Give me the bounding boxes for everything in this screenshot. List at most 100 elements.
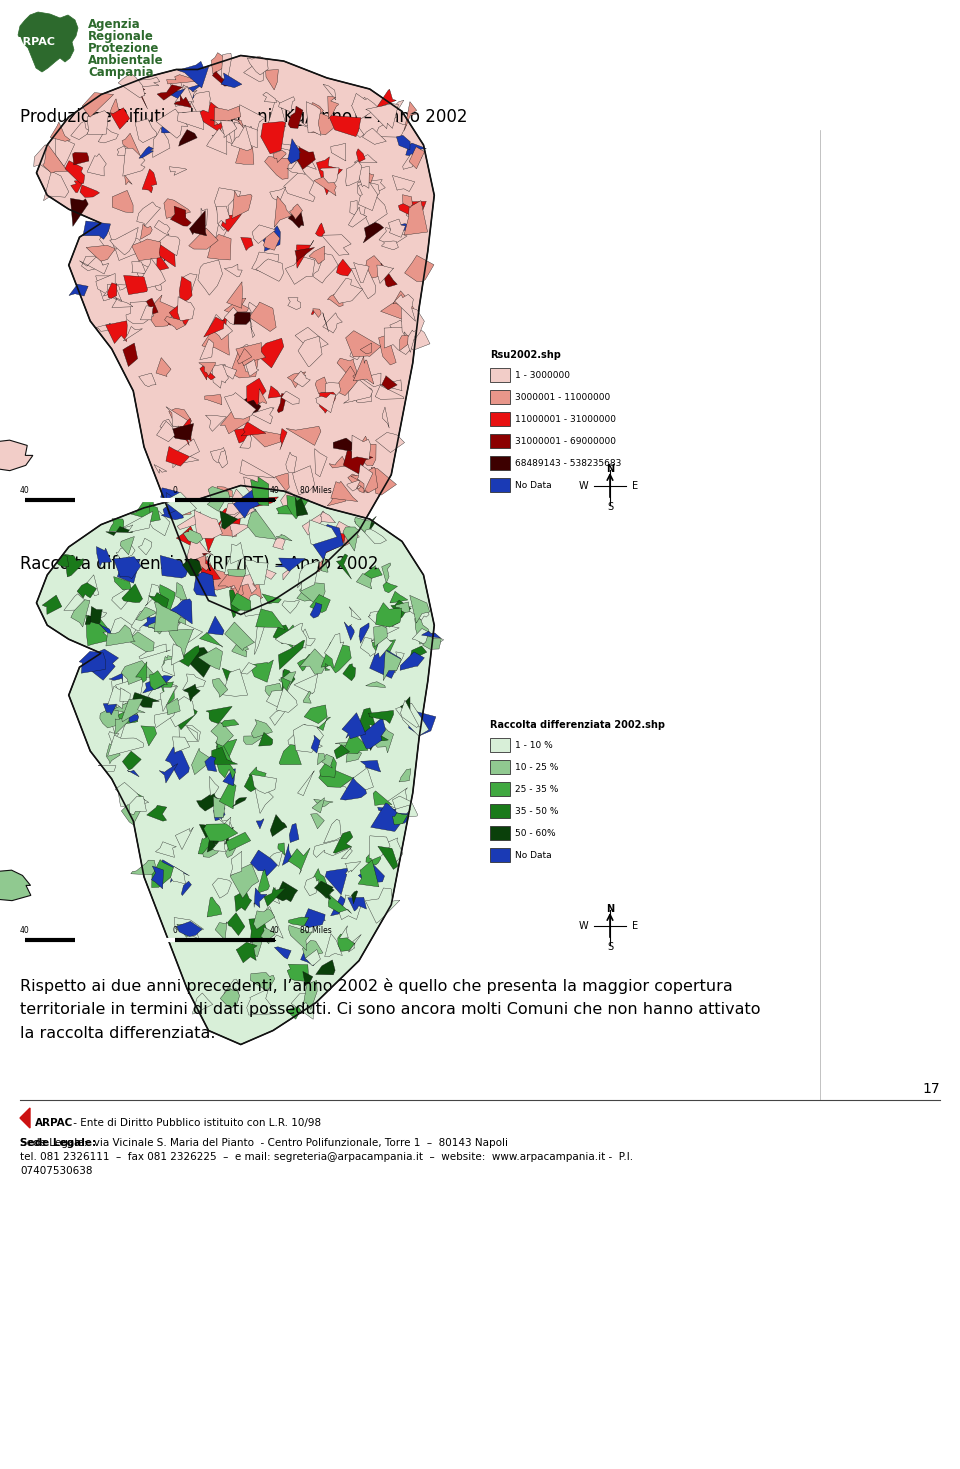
Polygon shape — [183, 529, 203, 544]
Polygon shape — [55, 135, 75, 166]
Text: 0: 0 — [173, 486, 178, 495]
Polygon shape — [343, 745, 362, 762]
Text: territoriale in termini di dati posseduti. Ci sono ancora molti Comuni che non h: territoriale in termini di dati possedut… — [20, 1002, 760, 1017]
Polygon shape — [248, 303, 276, 332]
Polygon shape — [115, 717, 130, 734]
Polygon shape — [288, 848, 310, 874]
Polygon shape — [167, 696, 195, 727]
Polygon shape — [288, 724, 323, 748]
Polygon shape — [159, 764, 178, 783]
Polygon shape — [160, 682, 175, 704]
Polygon shape — [227, 282, 243, 308]
Polygon shape — [378, 335, 396, 364]
Polygon shape — [214, 805, 226, 821]
Polygon shape — [178, 297, 194, 320]
Polygon shape — [36, 56, 434, 614]
Polygon shape — [221, 73, 242, 88]
Polygon shape — [333, 831, 352, 853]
Polygon shape — [241, 422, 266, 436]
Polygon shape — [310, 602, 322, 618]
Polygon shape — [379, 228, 407, 245]
Polygon shape — [124, 275, 148, 295]
Polygon shape — [182, 674, 205, 689]
Polygon shape — [224, 980, 239, 999]
Polygon shape — [182, 558, 202, 576]
Polygon shape — [385, 100, 404, 115]
Polygon shape — [302, 980, 317, 1009]
Polygon shape — [330, 896, 350, 915]
Polygon shape — [69, 284, 88, 297]
Polygon shape — [225, 298, 249, 313]
Polygon shape — [282, 843, 294, 865]
Polygon shape — [268, 100, 286, 126]
Polygon shape — [422, 635, 442, 649]
Polygon shape — [329, 457, 347, 469]
Polygon shape — [260, 482, 268, 499]
Polygon shape — [309, 520, 337, 545]
Polygon shape — [230, 351, 258, 378]
Polygon shape — [235, 141, 253, 165]
Polygon shape — [396, 602, 410, 613]
Text: 68489143 - 538235683: 68489143 - 538235683 — [515, 458, 621, 467]
Polygon shape — [0, 441, 33, 470]
Polygon shape — [391, 601, 411, 618]
Polygon shape — [409, 646, 427, 661]
Polygon shape — [325, 664, 330, 670]
Text: 17: 17 — [923, 1083, 940, 1096]
Text: 40: 40 — [270, 486, 280, 495]
Polygon shape — [206, 707, 232, 724]
Text: 35 - 50 %: 35 - 50 % — [515, 806, 559, 815]
Polygon shape — [353, 263, 370, 282]
Polygon shape — [98, 765, 116, 771]
Polygon shape — [174, 95, 192, 107]
Polygon shape — [98, 623, 111, 636]
Polygon shape — [195, 103, 228, 132]
Polygon shape — [380, 298, 417, 319]
Polygon shape — [153, 128, 170, 157]
Polygon shape — [297, 588, 315, 601]
Polygon shape — [109, 228, 138, 254]
Polygon shape — [319, 767, 353, 787]
Polygon shape — [360, 717, 386, 749]
Polygon shape — [315, 448, 327, 477]
Polygon shape — [251, 851, 278, 877]
Polygon shape — [297, 629, 316, 646]
Polygon shape — [276, 687, 298, 712]
Polygon shape — [333, 278, 363, 304]
Polygon shape — [80, 257, 108, 275]
Polygon shape — [289, 925, 312, 950]
Polygon shape — [96, 546, 111, 567]
Polygon shape — [186, 726, 198, 740]
Polygon shape — [276, 558, 305, 571]
Polygon shape — [227, 833, 251, 851]
Polygon shape — [181, 881, 191, 896]
Polygon shape — [107, 743, 120, 764]
Polygon shape — [170, 206, 191, 226]
Polygon shape — [374, 734, 389, 740]
Polygon shape — [298, 654, 311, 671]
Polygon shape — [287, 495, 309, 519]
Text: 11000001 - 31000000: 11000001 - 31000000 — [515, 414, 616, 423]
Polygon shape — [373, 790, 392, 805]
Polygon shape — [236, 577, 263, 608]
Polygon shape — [271, 814, 287, 836]
Polygon shape — [229, 523, 251, 538]
Polygon shape — [393, 812, 408, 824]
Polygon shape — [276, 535, 292, 541]
Polygon shape — [357, 167, 373, 195]
Polygon shape — [266, 69, 278, 90]
Polygon shape — [250, 317, 254, 338]
Polygon shape — [198, 648, 223, 670]
Polygon shape — [151, 276, 161, 291]
Polygon shape — [43, 145, 67, 173]
Polygon shape — [222, 53, 231, 81]
Polygon shape — [324, 820, 341, 843]
Polygon shape — [327, 95, 339, 119]
Polygon shape — [152, 859, 180, 887]
Polygon shape — [106, 320, 128, 344]
Polygon shape — [18, 12, 78, 72]
Polygon shape — [127, 770, 139, 777]
Polygon shape — [108, 686, 125, 708]
Polygon shape — [207, 616, 224, 635]
Polygon shape — [281, 677, 291, 690]
